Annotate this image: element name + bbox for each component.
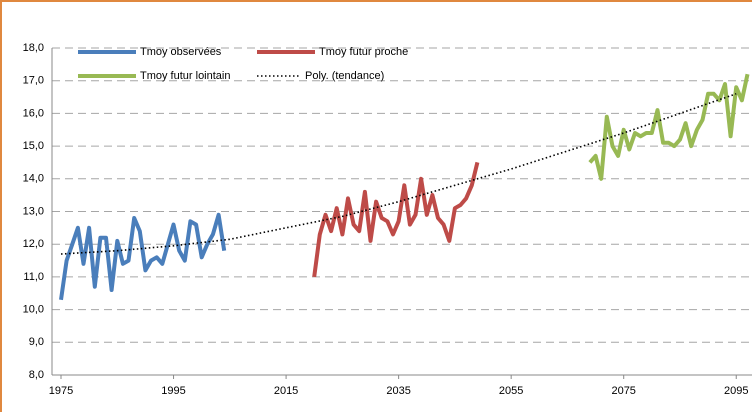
series-line <box>59 212 227 301</box>
legend-label: Tmoy futur lointain <box>140 70 230 82</box>
y-tick-label: 9,0 <box>29 336 44 348</box>
y-tick-label: 8,0 <box>29 369 44 381</box>
x-tick-label: 2035 <box>386 385 410 397</box>
y-tick-label: 18,0 <box>23 42 44 54</box>
series-line <box>312 161 480 278</box>
x-tick-label: 2095 <box>724 385 748 397</box>
y-tick-label: 15,0 <box>23 140 44 152</box>
y-tick-label: 11,0 <box>23 271 44 283</box>
x-tick-label: 1975 <box>49 385 73 397</box>
y-tick-label: 14,0 <box>23 173 44 185</box>
x-tick-label: 1995 <box>161 385 185 397</box>
legend-label: Poly. (tendance) <box>305 70 384 82</box>
legend-label: Tmoy observées <box>140 46 222 58</box>
x-tick-label: 2055 <box>499 385 523 397</box>
series-line <box>588 73 750 181</box>
x-tick-label: 2075 <box>611 385 635 397</box>
y-tick-label: 12,0 <box>23 238 44 250</box>
y-tick-label: 16,0 <box>23 107 44 119</box>
y-tick-label: 17,0 <box>23 75 44 87</box>
legend-label: Tmoy futur proche <box>319 46 408 58</box>
y-tick-label: 10,0 <box>23 304 44 316</box>
x-tick-label: 2015 <box>274 385 298 397</box>
series-line <box>60 93 737 255</box>
y-tick-label: 13,0 <box>23 205 44 217</box>
